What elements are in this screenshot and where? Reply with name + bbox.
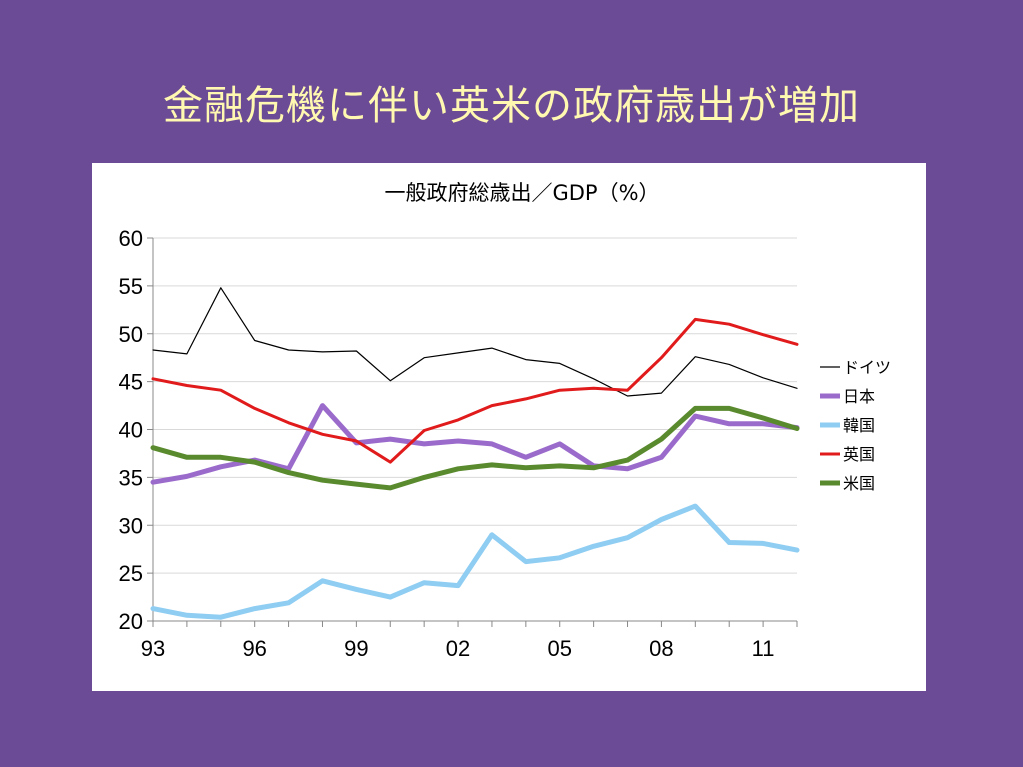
y-tick-label: 40 [119, 418, 143, 443]
series-lines [150, 287, 800, 620]
y-tick-label: 20 [119, 609, 143, 634]
legend-label: ドイツ [843, 358, 891, 377]
chart-title: 一般政府総歳出／GDP（%） [384, 181, 659, 205]
legend-label: 日本 [843, 387, 875, 406]
y-tick-label: 55 [119, 274, 143, 299]
series-line-1 [150, 403, 800, 485]
axes: 20 25 30 35 40 45 50 55 60 93 96 99 02 05 08 11 [119, 226, 798, 661]
line-chart: 一般政府総歳出／GDP（%） 20 25 30 35 40 45 50 55 60 93 96 99 0… [119, 181, 892, 661]
y-tick-label: 45 [119, 370, 143, 395]
y-tick-label: 60 [119, 226, 143, 251]
x-tick-label: 08 [649, 636, 673, 661]
series-line-4 [150, 405, 800, 491]
series-line-0 [152, 287, 798, 397]
legend-label: 米国 [843, 474, 875, 493]
x-tick-label: 99 [344, 636, 368, 661]
y-tick-label: 30 [119, 513, 143, 538]
x-tick-label: 93 [141, 636, 165, 661]
legend-label: 英国 [843, 445, 875, 464]
series-line-3 [151, 317, 799, 464]
x-tick-label: 11 [752, 636, 775, 661]
series-line-2 [150, 503, 800, 620]
y-tick-label: 35 [119, 465, 143, 490]
legend-label: 韓国 [843, 416, 875, 435]
y-tick-label: 50 [119, 322, 143, 347]
x-tick-label: 96 [242, 636, 266, 661]
x-tick-label: 02 [446, 636, 470, 661]
x-tick-label: 05 [547, 636, 571, 661]
slide-title: 金融危機に伴い英米の政府歳出が増加 [163, 83, 860, 129]
y-tick-label: 25 [119, 561, 143, 586]
chart-panel: 一般政府総歳出／GDP（%） 20 25 30 35 40 45 50 55 60 93 96 99 0… [92, 163, 926, 691]
gridlines [153, 237, 797, 622]
